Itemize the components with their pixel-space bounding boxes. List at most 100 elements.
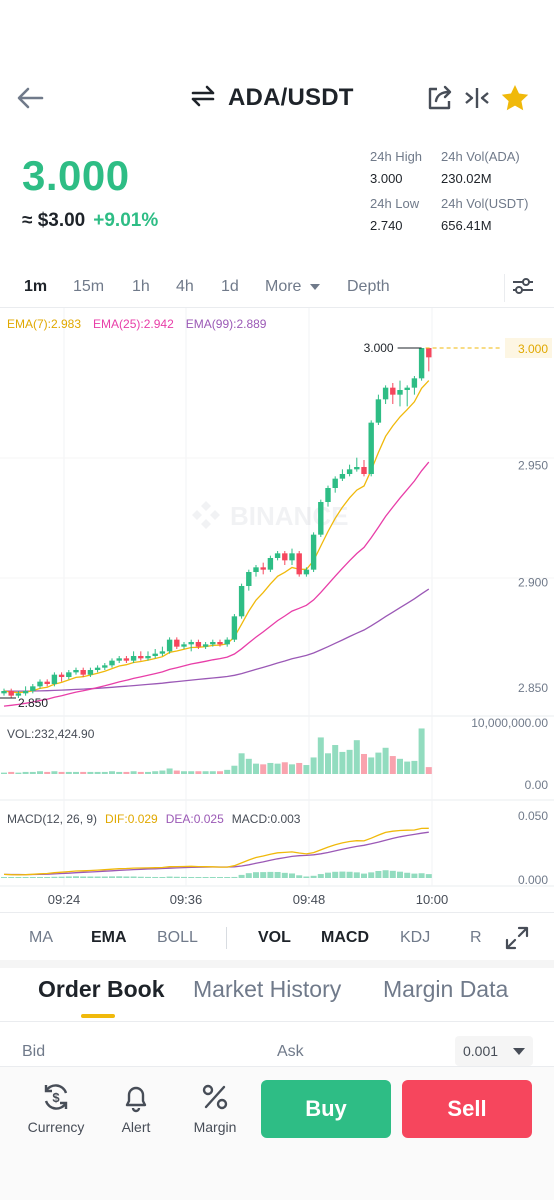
- candle: [102, 665, 108, 668]
- svg-text:$: $: [52, 1090, 60, 1105]
- candle: [224, 639, 230, 645]
- candles: [1, 348, 432, 698]
- interval-tab-1h[interactable]: 1h: [132, 278, 150, 295]
- vol-axis-max: 10,000,000.00: [471, 716, 548, 730]
- macd-bar: [123, 876, 130, 878]
- precision-dropdown[interactable]: 0.001: [455, 1036, 533, 1066]
- indicator-kdj[interactable]: KDJ: [400, 929, 431, 946]
- macd-bar: [238, 874, 245, 878]
- interval-tab-1d[interactable]: 1d: [221, 278, 239, 295]
- macd-bar: [296, 875, 303, 878]
- stat-vol-quote-label: 24h Vol(USDT): [441, 196, 529, 211]
- candle: [202, 644, 209, 647]
- kline-chart[interactable]: BINANCE 10,000,000.00 0.00 0.050 0.000 3.0…: [0, 308, 554, 912]
- tab-margin-data[interactable]: Margin Data: [383, 976, 509, 1002]
- ema25-legend: EMA(25):2.942: [93, 317, 174, 331]
- candle: [195, 642, 202, 647]
- sell-button[interactable]: Sell: [402, 1080, 532, 1138]
- swap-icon: [190, 84, 216, 113]
- volume-bar: [80, 771, 87, 774]
- candle: [44, 681, 50, 684]
- interval-bar: 1m 15m 1h 4h 1d More Depth: [0, 268, 554, 308]
- price-change: +9.01%: [93, 210, 159, 231]
- bid-header: Bid: [22, 1043, 46, 1060]
- candle: [51, 674, 58, 684]
- macd-bar: [303, 876, 310, 878]
- fullscreen-icon[interactable]: [504, 925, 530, 951]
- binance-watermark: BINANCE: [192, 501, 348, 531]
- macd-pane: 0.050 0.000: [1, 809, 548, 887]
- volume-bar: [411, 760, 418, 774]
- currency-icon: $: [44, 1084, 68, 1110]
- macd-bar: [425, 874, 432, 878]
- share-icon[interactable]: [424, 82, 456, 114]
- margin-button[interactable]: Margin: [180, 1081, 250, 1137]
- alert-button[interactable]: Alert: [101, 1081, 171, 1137]
- star-icon[interactable]: [499, 82, 531, 114]
- ask-header: Ask: [277, 1043, 304, 1060]
- interval-tab-more[interactable]: More: [265, 278, 321, 296]
- volume-bar: [217, 771, 223, 774]
- indicator-vol[interactable]: VOL: [258, 929, 291, 946]
- volume-bar: [303, 765, 310, 774]
- macd-bar: [58, 876, 65, 878]
- compare-icon[interactable]: [461, 82, 493, 114]
- candle: [231, 616, 238, 640]
- indicator-boll[interactable]: BOLL: [157, 929, 198, 946]
- candle: [217, 642, 223, 645]
- low-marker-label: 2.850: [18, 696, 48, 710]
- tab-market-history[interactable]: Market History: [193, 976, 342, 1002]
- candle: [66, 672, 72, 677]
- macd-bar: [317, 874, 324, 878]
- usd-price-line: ≈ $3.00 +9.01%: [22, 210, 158, 232]
- bell-icon: [125, 1086, 147, 1113]
- candle: [253, 567, 259, 572]
- buy-button[interactable]: Buy: [261, 1080, 391, 1138]
- candle: [73, 670, 79, 673]
- macd-bar: [15, 877, 22, 878]
- interval-tab-15m[interactable]: 15m: [73, 278, 105, 295]
- interval-tab-depth[interactable]: Depth: [347, 278, 390, 295]
- tab-order-book[interactable]: Order Book: [38, 976, 165, 1002]
- stat-vol-base-label: 24h Vol(ADA): [441, 149, 520, 164]
- candle: [426, 348, 432, 358]
- volume-bar: [281, 762, 288, 774]
- volume-bar: [238, 753, 245, 774]
- stat-vol-quote: 656.41M: [441, 218, 492, 233]
- volume-bar: [224, 769, 231, 774]
- indicator-ma[interactable]: MA: [29, 929, 53, 946]
- volume-bar: [145, 771, 151, 774]
- macd-axis-max: 0.050: [518, 809, 548, 823]
- macd-params: MACD(12, 26, 9): [7, 812, 98, 826]
- candle: [303, 569, 310, 575]
- pair-selector[interactable]: ADA/USDT: [190, 82, 354, 114]
- macd-bar: [260, 872, 267, 878]
- candle: [37, 681, 43, 687]
- ema-legend: EMA(7):2.983 EMA(25):2.942 EMA(99):2.889: [7, 317, 266, 331]
- caret-down-icon: [309, 283, 320, 290]
- indicator-macd[interactable]: MACD: [321, 929, 369, 946]
- percent-icon: [202, 1084, 228, 1110]
- candle: [138, 656, 144, 659]
- time-label: 09:36: [170, 892, 203, 907]
- interval-tab-4h[interactable]: 4h: [176, 278, 194, 295]
- back-arrow-icon[interactable]: [14, 82, 46, 114]
- indicator-rsi[interactable]: R: [470, 929, 482, 946]
- pair-title: ADA/USDT: [228, 84, 354, 111]
- candle: [123, 658, 130, 661]
- indicator-ema[interactable]: EMA: [91, 929, 127, 946]
- macd-bar: [159, 877, 166, 878]
- chart-settings-button[interactable]: [504, 274, 534, 302]
- price-axis-label: 2.900: [518, 575, 548, 589]
- volume-bar: [245, 758, 252, 774]
- macd-bar: [195, 877, 202, 878]
- volume-bar: [101, 771, 108, 774]
- interval-tab-1m[interactable]: 1m: [24, 278, 48, 295]
- candle: [325, 488, 331, 502]
- volume-bar: [1, 772, 7, 774]
- macd-bar: [73, 876, 79, 878]
- volume-bar: [296, 762, 303, 774]
- indicator-separator: [226, 927, 227, 949]
- currency-button[interactable]: $ Currency: [21, 1081, 91, 1137]
- macd-bar: [245, 873, 252, 878]
